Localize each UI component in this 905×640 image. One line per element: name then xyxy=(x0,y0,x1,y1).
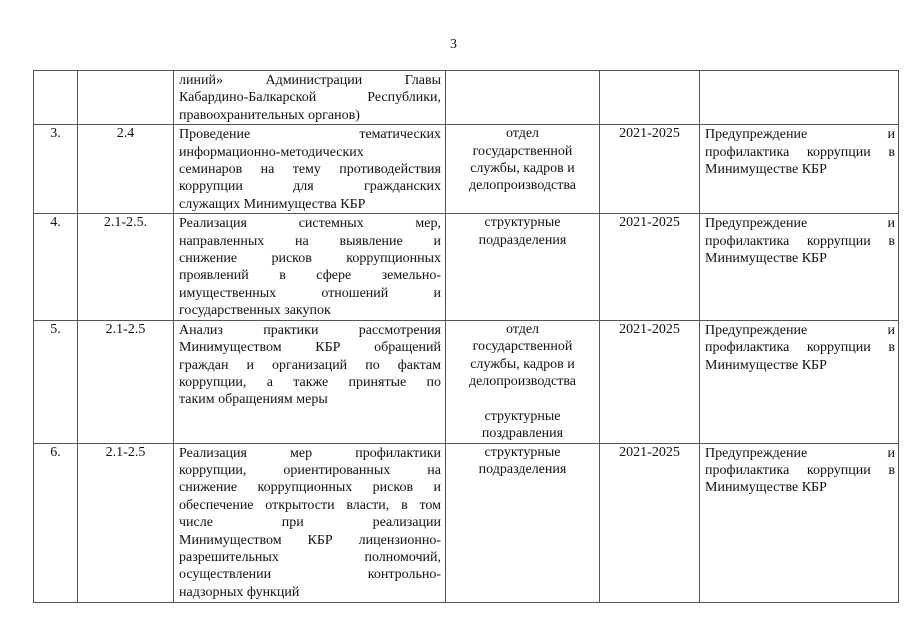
responsible-line: структурные xyxy=(484,408,561,424)
table-row: 6. 2.1-2.5 Реализация мер профилактики корр… xyxy=(33,442,899,603)
plan-reference-cell: 2.1-2.5 xyxy=(77,442,174,603)
responsible-line: подразделения xyxy=(478,232,567,248)
measure-line: проявлений в сфере земельно- xyxy=(179,268,441,284)
measure-line: таким обращениям меры xyxy=(179,392,328,408)
measure-cell: Реализация мер профилактики коррупции, ор… xyxy=(173,442,446,603)
table-row: 4. 2.1-2.5. Реализация системных мер, напра… xyxy=(33,213,899,321)
page-number: 3 xyxy=(450,37,457,52)
period-cell xyxy=(599,69,700,126)
measure-line: надзорных функций xyxy=(179,584,300,600)
result-line: профилактика коррупции в xyxy=(705,462,895,478)
responsible-line: делопроизводства xyxy=(468,373,577,389)
measure-cell: Проведение тематических информационно-мет… xyxy=(173,124,446,215)
responsible-line: структурные xyxy=(484,215,561,231)
measure-cell: Анализ практики рассмотрения Минимущество… xyxy=(173,319,446,444)
responsible-line: отдел xyxy=(505,321,540,337)
result-line: Минимуществе КБР xyxy=(705,357,827,373)
plan-reference-cell: 2.4 xyxy=(77,124,174,215)
measure-line: Анализ практики рассмотрения xyxy=(179,322,441,338)
plan-reference-cell: 2.1-2.5 xyxy=(77,319,174,444)
measure-line: коррупции, ориентированных на xyxy=(179,462,441,478)
measure-line: Проведение тематических xyxy=(179,127,441,143)
table-row: линий» Администрации Главы Кабардино-Балк… xyxy=(33,69,899,126)
result-cell xyxy=(699,69,899,126)
measure-line: Кабардино-Балкарской Республики, xyxy=(179,90,441,106)
measure-line: снижение коррупционных рисков и xyxy=(179,480,441,496)
measure-line: Реализация мер профилактики xyxy=(179,445,441,461)
result-cell: Предупреждение и профилактика коррупции в… xyxy=(699,442,899,603)
result-line: профилактика коррупции в xyxy=(705,233,895,249)
responsible-cell: структурные подразделения xyxy=(445,442,600,603)
responsible-cell: отдел государственной службы, кадров и дело… xyxy=(445,124,600,215)
measure-cell: Реализация системных мер, направленных на… xyxy=(173,213,446,321)
result-line: профилактика коррупции в xyxy=(705,144,895,160)
responsible-line: подразделения xyxy=(478,461,567,477)
result-line: Минимуществе КБР xyxy=(705,251,827,267)
table-row: 5. 2.1-2.5 Анализ практики рассмотрения Мин… xyxy=(33,319,899,444)
responsible-line: поздравления xyxy=(481,426,564,442)
responsible-line xyxy=(446,390,599,407)
measure-line: семинаров на тему противодействия xyxy=(179,162,441,178)
measure-line: коррупции для гражданских xyxy=(179,179,441,195)
plan-reference-cell xyxy=(77,69,174,126)
plan-reference-cell: 2.1-2.5. xyxy=(77,213,174,321)
responsible-cell xyxy=(445,69,600,126)
responsible-line: отдел xyxy=(505,126,540,142)
responsible-cell: отдел государственной службы, кадров и дело… xyxy=(445,319,600,444)
measure-line: снижение рисков коррупционных xyxy=(179,251,441,267)
measure-line: осуществлении контрольно- xyxy=(179,567,441,583)
period-cell: 2021-2025 xyxy=(599,442,700,603)
item-number-cell xyxy=(33,69,78,126)
measure-line: направленных на выявление и xyxy=(179,233,441,249)
measure-line: государственных закупок xyxy=(179,303,331,319)
measure-line: разрешительных полномочий, xyxy=(179,549,441,565)
result-line: Минимуществе КБР xyxy=(705,480,827,496)
measure-line: линий» Администрации Главы xyxy=(179,73,441,88)
responsible-line: государственной xyxy=(472,339,573,355)
measure-line: числе при реализации xyxy=(179,515,441,531)
measure-line: служащих Минимущества КБР xyxy=(179,196,366,212)
result-line: Предупреждение и xyxy=(705,322,895,338)
measure-cell: линий» Администрации Главы Кабардино-Балк… xyxy=(173,69,446,126)
responsible-line: государственной xyxy=(472,143,573,159)
result-cell: Предупреждение и профилактика коррупции в… xyxy=(699,319,899,444)
responsible-line: службы, кадров и xyxy=(470,161,575,177)
result-cell: Предупреждение и профилактика коррупции в… xyxy=(699,124,899,215)
result-cell: Предупреждение и профилактика коррупции в… xyxy=(699,213,899,321)
result-line: Предупреждение и xyxy=(705,216,895,232)
measure-line: правоохранительных органов) xyxy=(179,107,360,123)
responsible-line: делопроизводства xyxy=(468,178,577,194)
period-cell: 2021-2025 xyxy=(599,319,700,444)
item-number-cell: 6. xyxy=(33,442,78,603)
measure-line: Реализация системных мер, xyxy=(179,216,441,232)
measure-line: Минимуществом КБР лицензионно- xyxy=(179,532,441,548)
item-number-cell: 5. xyxy=(33,319,78,444)
responsible-line: службы, кадров и xyxy=(470,356,575,372)
result-line: Предупреждение и xyxy=(705,127,895,143)
item-number-cell: 4. xyxy=(33,213,78,321)
result-line: профилактика коррупции в xyxy=(705,340,895,356)
period-cell: 2021-2025 xyxy=(599,124,700,215)
responsible-cell: структурные подразделения xyxy=(445,213,600,321)
anticorruption-measures-table: линий» Администрации Главы Кабардино-Балк… xyxy=(33,69,899,603)
measure-line: граждан и организаций по фактам xyxy=(179,357,441,373)
period-cell: 2021-2025 xyxy=(599,213,700,321)
measure-line: имущественных отношений и xyxy=(179,285,441,301)
result-line: Предупреждение и xyxy=(705,445,895,461)
responsible-line: структурные xyxy=(484,444,561,460)
table-row: 3. 2.4 Проведение тематических информационн… xyxy=(33,124,899,215)
measure-line: информационно-методических xyxy=(179,144,364,160)
measure-line: коррупции, а также принятые по xyxy=(179,374,441,390)
item-number-cell: 3. xyxy=(33,124,78,215)
result-line: Минимуществе КБР xyxy=(705,162,827,178)
measure-line: обеспечение открытости власти, в том xyxy=(179,497,441,513)
measure-line: Минимуществом КБР обращений xyxy=(179,340,441,356)
